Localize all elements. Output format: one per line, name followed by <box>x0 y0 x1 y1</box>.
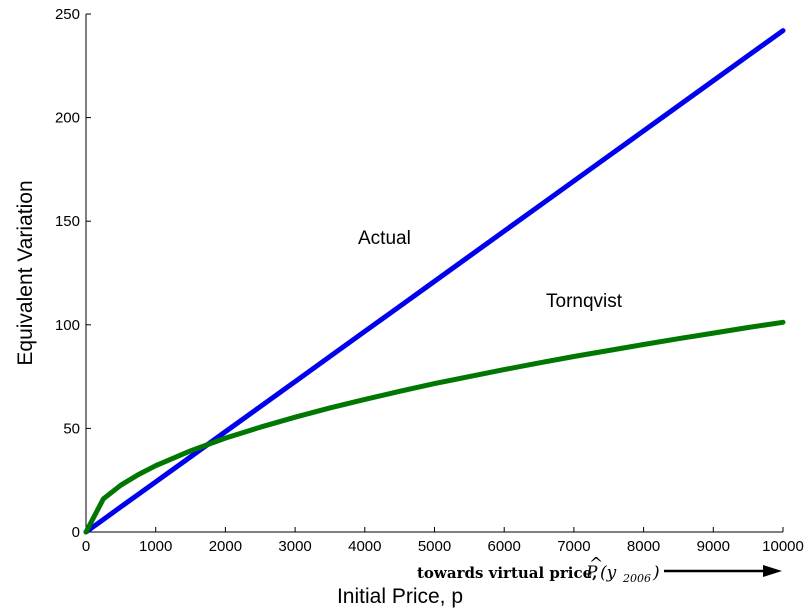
x-tick-label: 2000 <box>209 538 242 555</box>
virtual-price-annotation: towards virtual price, ^ P (y 2006 ) <box>417 554 782 585</box>
x-axis-title: Initial Price, p <box>337 585 463 608</box>
annotation-math-p: P <box>585 563 598 583</box>
y-tick-label: 150 <box>55 213 80 230</box>
x-tick-label: 9000 <box>697 538 730 555</box>
series-layer <box>83 28 786 535</box>
x-tick-label: 4000 <box>348 538 381 555</box>
series-label-actual: Actual <box>358 228 411 249</box>
plot-area: 0 50 100 150 200 250 0 1000 2000 3000 4000 5000 600… <box>55 6 804 555</box>
x-tick-label: 6000 <box>488 538 521 555</box>
x-tick-label: 0 <box>82 538 90 555</box>
y-tick-label: 0 <box>72 524 80 541</box>
x-tick-label: 1000 <box>139 538 172 555</box>
y-axis-title: Equivalent Variation <box>14 180 37 365</box>
y-tick-label: 200 <box>55 110 80 127</box>
y-axis-ticks: 0 50 100 150 200 250 <box>55 6 91 541</box>
x-axis-ticks: 0 1000 2000 3000 4000 5000 6000 7000 8000 9000 100… <box>82 527 804 555</box>
annotation-math-sub: 2006 <box>622 572 651 585</box>
x-tick-label: 10000 <box>762 538 804 555</box>
x-tick-label: 3000 <box>278 538 311 555</box>
annotation-text: towards virtual price, <box>417 564 597 582</box>
y-tick-label: 50 <box>63 420 80 437</box>
annotation-math-close: ) <box>652 563 660 583</box>
x-tick-label: 7000 <box>557 538 590 555</box>
annotation-arrow-head <box>763 565 782 577</box>
x-tick-label: 8000 <box>627 538 660 555</box>
annotation-math-hat: ^ <box>589 554 603 574</box>
y-tick-label: 250 <box>55 6 80 23</box>
x-tick-label: 5000 <box>418 538 451 555</box>
series-line-tornqvist <box>83 319 786 535</box>
y-tick-label: 100 <box>55 317 80 334</box>
series-label-tornqvist: Tornqvist <box>546 291 623 312</box>
series-line-actual <box>83 28 786 535</box>
annotation-math-open: (y <box>600 563 617 583</box>
